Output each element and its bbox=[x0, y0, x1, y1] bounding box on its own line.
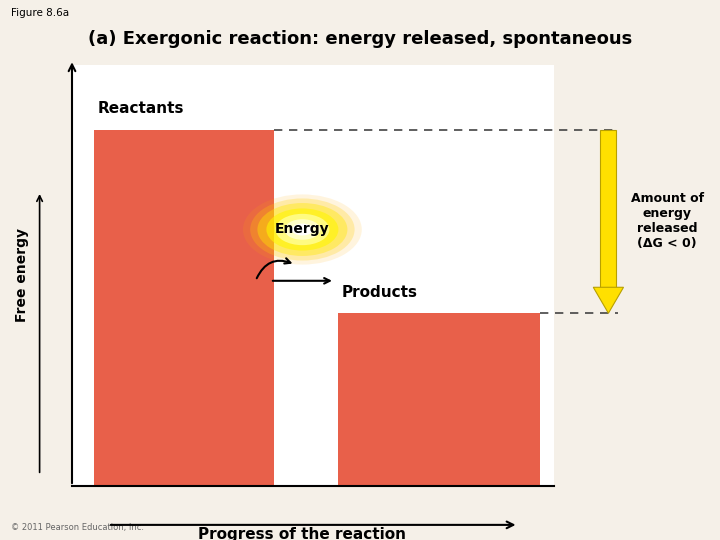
Ellipse shape bbox=[243, 194, 361, 265]
Bar bbox=[94, 130, 274, 486]
Polygon shape bbox=[593, 287, 624, 313]
Ellipse shape bbox=[258, 203, 347, 256]
Text: Progress of the reaction: Progress of the reaction bbox=[199, 526, 406, 540]
Text: Energy: Energy bbox=[275, 222, 330, 237]
Text: Free energy: Free energy bbox=[14, 228, 29, 322]
Bar bbox=[72, 65, 554, 486]
Text: Products: Products bbox=[342, 285, 418, 300]
Ellipse shape bbox=[292, 224, 313, 235]
Ellipse shape bbox=[275, 214, 329, 245]
Text: Figure 8.6a: Figure 8.6a bbox=[11, 8, 69, 18]
Ellipse shape bbox=[266, 208, 338, 251]
Ellipse shape bbox=[251, 198, 354, 261]
Text: Amount of
energy
released
(ΔG < 0): Amount of energy released (ΔG < 0) bbox=[631, 192, 704, 251]
Text: © 2011 Pearson Education, Inc.: © 2011 Pearson Education, Inc. bbox=[11, 523, 144, 532]
Bar bbox=[338, 313, 540, 486]
Ellipse shape bbox=[284, 219, 320, 240]
Bar bbox=[600, 130, 616, 289]
Text: Reactants: Reactants bbox=[97, 101, 184, 116]
Text: (a) Exergonic reaction: energy released, spontaneous: (a) Exergonic reaction: energy released,… bbox=[88, 30, 632, 48]
